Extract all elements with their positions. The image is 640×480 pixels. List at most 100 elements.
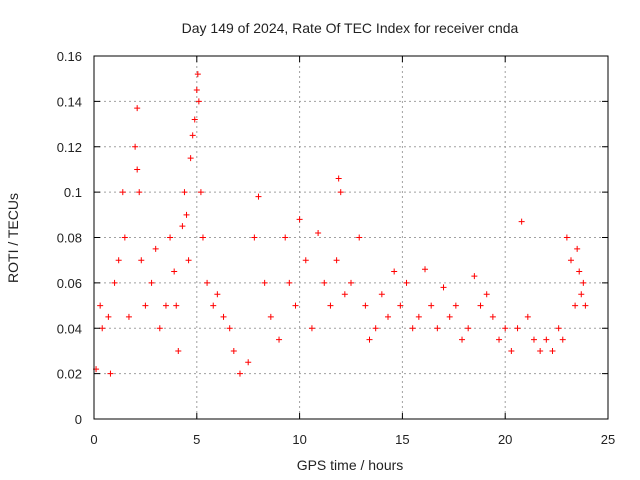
data-point xyxy=(335,175,342,182)
data-point xyxy=(530,336,537,343)
x-axis-label: GPS time / hours xyxy=(297,457,404,473)
data-point xyxy=(348,279,354,286)
data-point xyxy=(537,347,544,354)
data-point xyxy=(167,234,174,241)
data-point xyxy=(518,218,525,225)
data-point xyxy=(134,105,141,112)
x-tick-label: 0 xyxy=(90,432,97,447)
data-point xyxy=(179,223,186,230)
y-tick-label: 0.14 xyxy=(57,94,82,109)
data-point xyxy=(111,279,118,286)
data-point xyxy=(152,245,159,252)
data-point xyxy=(446,313,453,320)
data-point xyxy=(276,336,283,343)
data-point xyxy=(195,98,202,105)
data-point xyxy=(524,313,531,320)
data-point xyxy=(391,268,398,275)
data-point xyxy=(302,257,309,264)
data-point xyxy=(440,284,447,291)
data-point xyxy=(465,325,472,332)
data-point xyxy=(282,234,289,241)
data-point xyxy=(385,313,392,320)
data-point xyxy=(452,302,459,309)
data-point xyxy=(171,268,178,275)
data-point xyxy=(193,87,200,94)
data-point xyxy=(397,302,404,309)
data-point xyxy=(220,313,227,320)
data-point xyxy=(366,336,373,343)
data-point xyxy=(189,132,196,139)
y-tick-label: 0.1 xyxy=(64,185,82,200)
data-point xyxy=(138,257,145,264)
data-point xyxy=(136,189,143,196)
data-point xyxy=(214,291,221,298)
data-point xyxy=(578,291,585,298)
data-point xyxy=(230,347,237,354)
y-tick-label: 0.16 xyxy=(57,49,82,64)
data-point xyxy=(428,302,435,309)
data-point xyxy=(580,279,587,286)
data-point xyxy=(162,302,169,309)
data-point xyxy=(267,313,274,320)
data-point xyxy=(245,359,252,366)
data-point xyxy=(563,234,570,241)
data-point xyxy=(261,279,268,286)
y-tick-label: 0.04 xyxy=(57,321,82,336)
data-point xyxy=(251,234,258,241)
y-tick-label: 0.12 xyxy=(57,140,82,155)
data-point xyxy=(559,336,566,343)
data-point xyxy=(315,229,322,236)
data-point xyxy=(341,291,348,298)
data-point xyxy=(97,302,104,309)
x-tick-label: 20 xyxy=(498,432,512,447)
x-tick-label: 10 xyxy=(292,432,306,447)
chart-title: Day 149 of 2024, Rate Of TEC Index for r… xyxy=(182,20,519,36)
data-point xyxy=(582,302,589,309)
data-point xyxy=(156,325,163,332)
x-tick-label: 5 xyxy=(193,432,200,447)
y-axis-label: ROTI / TECUs xyxy=(5,193,21,283)
data-point xyxy=(286,279,293,286)
data-point xyxy=(199,234,206,241)
data-point xyxy=(502,325,509,332)
data-point xyxy=(477,302,484,309)
data-point xyxy=(356,234,363,241)
data-point xyxy=(489,313,496,320)
data-point xyxy=(337,189,344,196)
data-point xyxy=(105,313,112,320)
data-point xyxy=(434,325,441,332)
data-point xyxy=(197,189,204,196)
data-point xyxy=(210,302,217,309)
data-point xyxy=(372,325,379,332)
data-point xyxy=(574,245,581,252)
y-tick-label: 0.06 xyxy=(57,276,82,291)
data-point xyxy=(572,302,579,309)
data-point xyxy=(204,279,211,286)
data-point xyxy=(292,302,299,309)
data-point xyxy=(125,313,132,320)
data-point xyxy=(543,336,550,343)
data-point xyxy=(99,325,106,332)
data-point xyxy=(549,347,556,354)
data-point xyxy=(148,279,155,286)
data-point xyxy=(422,266,429,273)
data-point xyxy=(333,257,340,264)
data-point xyxy=(508,347,515,354)
data-point xyxy=(191,116,198,123)
data-point xyxy=(183,211,190,218)
data-point xyxy=(173,302,180,309)
data-point xyxy=(321,279,328,286)
x-tick-label: 25 xyxy=(601,432,615,447)
data-point xyxy=(415,313,422,320)
data-point xyxy=(567,257,574,264)
axis-ticks: 0 5 10 15 20 25 0 0.02 0.04 0.06 0.08 0.1 0.12 0.14 0.… xyxy=(57,49,616,447)
data-point xyxy=(483,291,490,298)
data-points xyxy=(93,71,589,377)
data-point xyxy=(496,336,503,343)
data-point xyxy=(576,268,583,275)
data-point xyxy=(471,273,478,280)
data-point xyxy=(514,325,521,332)
data-point xyxy=(226,325,233,332)
data-point xyxy=(403,279,410,286)
